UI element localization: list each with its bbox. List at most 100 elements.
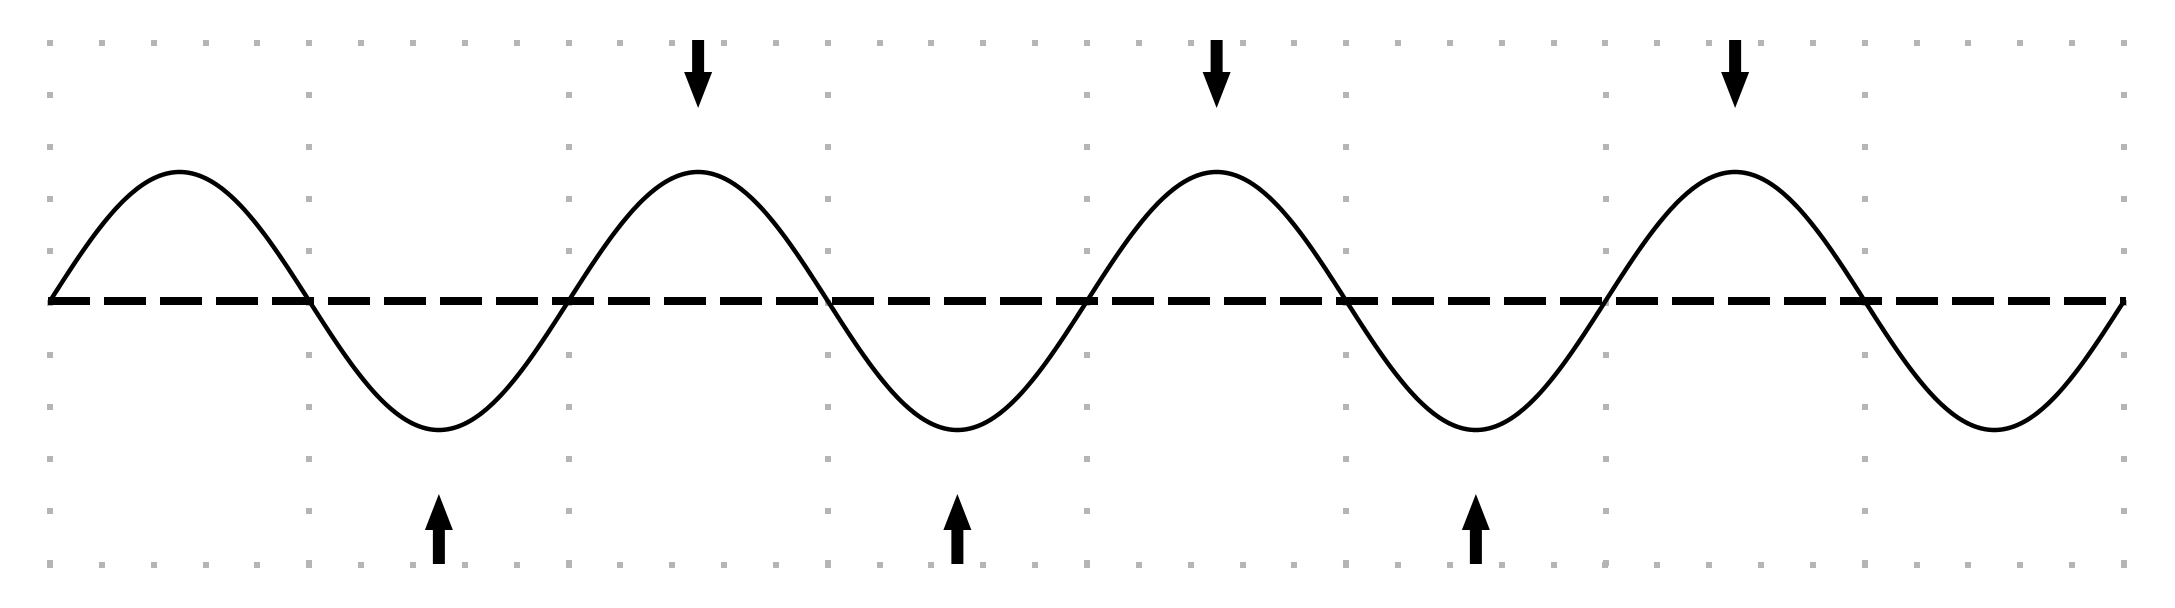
grid-dot (47, 456, 53, 462)
grid-dot (306, 92, 312, 98)
grid-dot (566, 352, 572, 358)
arrow-up-icon (424, 494, 453, 564)
grid-dot (306, 248, 312, 254)
grid-dot (2121, 40, 2127, 46)
grid-dot (99, 562, 105, 568)
grid-dot (2069, 40, 2075, 46)
arrow-down-icon (684, 40, 713, 108)
grid-dot (617, 562, 623, 568)
grid-dot (825, 40, 831, 46)
grid-dot (1862, 352, 1868, 358)
grid-dot (254, 40, 260, 46)
grid-dot (47, 560, 53, 566)
grid-dot (1862, 92, 1868, 98)
grid-dot (254, 562, 260, 568)
grid-dot (462, 40, 468, 46)
grid-dot (410, 40, 416, 46)
grid-dot (1447, 562, 1453, 568)
grid-dot (306, 196, 312, 202)
grid-dot (2017, 562, 2023, 568)
grid-dot (1654, 40, 1660, 46)
grid-dot (1343, 196, 1349, 202)
grid-dot (1603, 456, 1609, 462)
grid-dot (1343, 404, 1349, 410)
grid-dot (1551, 40, 1557, 46)
grid-dot (1603, 352, 1609, 358)
grid-dot (877, 40, 883, 46)
grid-dot (47, 508, 53, 514)
grid-dot (1084, 404, 1090, 410)
grid-dot (2121, 248, 2127, 254)
grid-dot (1084, 144, 1090, 150)
grid-dot (773, 40, 779, 46)
grid-dot (566, 92, 572, 98)
grid-dot (825, 352, 831, 358)
grid-dot (1965, 562, 1971, 568)
grid-dot (928, 40, 934, 46)
grid-dot (1084, 560, 1090, 566)
grid-dot (1965, 40, 1971, 46)
grid-dot (825, 144, 831, 150)
grid-dot (1343, 560, 1349, 566)
grid-dot (1602, 40, 1608, 46)
grid-dot (1084, 92, 1090, 98)
grid-dot (825, 92, 831, 98)
grid-dot (566, 456, 572, 462)
grid-dot (980, 562, 986, 568)
grid-dot (1706, 562, 1712, 568)
grid-dot (1499, 40, 1505, 46)
grid-dot (825, 248, 831, 254)
grid-dot (462, 562, 468, 568)
grid-dot (825, 456, 831, 462)
grid-dot (1084, 508, 1090, 514)
grid-dot (2121, 196, 2127, 202)
grid-dot (306, 40, 312, 46)
grid-dot (1240, 562, 1246, 568)
grid-dot (566, 40, 572, 46)
grid-dot (47, 196, 53, 202)
arrow-down-icon (1202, 40, 1231, 108)
grid-dot (825, 560, 831, 566)
grid-dot (1291, 562, 1297, 568)
grid-dot (1914, 562, 1920, 568)
grid-dot (1136, 562, 1142, 568)
grid-dot (1291, 40, 1297, 46)
grid-dot (47, 404, 53, 410)
grid-dot (47, 92, 53, 98)
grid-dot (1603, 144, 1609, 150)
grid-dot (306, 560, 312, 566)
grid-dot (306, 456, 312, 462)
grid-dot (2121, 560, 2127, 566)
grid-dot (203, 562, 209, 568)
grid-dot (1862, 456, 1868, 462)
arrow-markers (424, 40, 1750, 564)
grid-dot (1810, 562, 1816, 568)
grid-dot (2069, 562, 2075, 568)
grid-dot (2121, 92, 2127, 98)
grid-dot (669, 562, 675, 568)
grid-dot (306, 352, 312, 358)
grid-dot (47, 40, 53, 46)
grid-dot (47, 144, 53, 150)
grid-dot (617, 40, 623, 46)
grid-dot (1343, 508, 1349, 514)
grid-dot (1084, 456, 1090, 462)
grid-dot (721, 562, 727, 568)
grid-dot (566, 508, 572, 514)
grid-dot (99, 40, 105, 46)
grid-dot (2121, 404, 2127, 410)
grid-dot (1343, 40, 1349, 46)
grid-dot (1084, 40, 1090, 46)
grid-dot (669, 40, 675, 46)
grid-dot (203, 40, 209, 46)
grid-dot (566, 404, 572, 410)
grid-dot (2121, 352, 2127, 358)
grid-dot (306, 144, 312, 150)
grid-dot (566, 560, 572, 566)
grid-dot (1862, 196, 1868, 202)
grid-dot (1032, 40, 1038, 46)
grid-dot (151, 562, 157, 568)
grid-dot (566, 196, 572, 202)
grid-dot (1343, 456, 1349, 462)
